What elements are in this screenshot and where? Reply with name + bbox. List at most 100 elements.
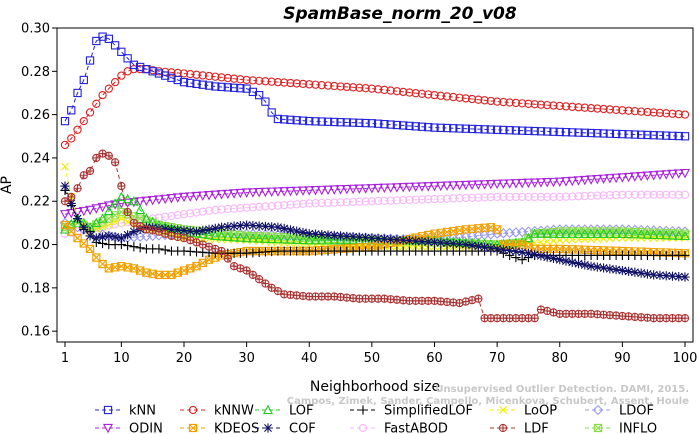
point-cof — [242, 220, 252, 230]
point-odin — [97, 202, 108, 213]
point-odin — [410, 182, 421, 193]
point-knnw — [192, 70, 201, 79]
point-cof — [173, 225, 183, 235]
point-knn — [430, 123, 439, 132]
point-knn — [179, 77, 189, 87]
point-fastabod — [167, 211, 176, 221]
point-knn — [79, 75, 88, 85]
point-ldf — [248, 270, 258, 280]
point-fastabod — [223, 204, 232, 214]
series-layer — [59, 32, 691, 323]
y-tick-label: 0.16 — [21, 325, 50, 340]
point-loop — [536, 238, 545, 247]
point-fastabod — [254, 202, 264, 212]
point-cof — [379, 234, 389, 244]
point-knnw — [586, 103, 596, 113]
legend-marker — [102, 423, 114, 434]
point-lof — [216, 231, 227, 241]
point-odin — [548, 177, 559, 188]
watermark-line-1: Unsupervised Outlier Detection. DAMI, 20… — [435, 384, 689, 395]
point-knnw — [674, 110, 683, 119]
point-lof — [573, 228, 584, 238]
point-knnw — [649, 108, 658, 117]
point-knn — [211, 82, 220, 91]
point-knn — [229, 83, 239, 92]
watermark-line-2: Campos, Zimek, Sander, Campello, Micenko… — [287, 396, 689, 407]
point-odin — [617, 173, 628, 183]
point-cof — [548, 253, 559, 264]
point-cof — [667, 271, 678, 281]
point-fastabod — [273, 201, 283, 210]
x-tick-label: 10 — [113, 351, 130, 366]
point-fastabod — [580, 191, 589, 201]
point-fastabod — [499, 192, 508, 202]
point-knnw — [555, 101, 564, 111]
point-odin — [391, 183, 402, 193]
point-fastabod — [417, 195, 427, 204]
point-cof — [423, 237, 433, 247]
point-odin — [504, 179, 515, 189]
legend-item-knnw: kNNW — [180, 404, 254, 419]
point-odin — [266, 187, 277, 197]
point-knnw — [117, 71, 126, 80]
point-fastabod — [561, 192, 571, 201]
legend: kNN kNNW LOF SimplifiedLOF LoOP LDOF ODIN KDEOS… — [95, 404, 657, 434]
point-knn — [355, 118, 364, 127]
point-knnw — [254, 76, 264, 85]
chart-title: SpamBase_norm_20_v08 — [283, 4, 517, 24]
point-knn — [637, 130, 646, 139]
x-axis-label: Neighborhood size — [310, 379, 440, 395]
point-cof — [79, 222, 89, 232]
point-lof — [542, 228, 553, 238]
point-odin — [210, 190, 221, 201]
point-fastabod — [649, 190, 658, 199]
point-knnw — [267, 77, 276, 86]
point-knnw — [574, 103, 583, 112]
point-knnw — [342, 82, 351, 92]
point-cof — [85, 231, 95, 241]
point-fastabod — [261, 202, 270, 211]
point-odin — [335, 185, 346, 195]
point-fastabod — [173, 210, 182, 220]
point-odin — [272, 187, 283, 197]
point-lof — [592, 228, 603, 238]
point-knn — [649, 131, 658, 140]
point-odin — [329, 185, 340, 195]
point-knn — [611, 129, 621, 139]
point-knnw — [480, 96, 489, 105]
point-ldf — [85, 166, 95, 176]
point-fastabod — [242, 203, 251, 212]
point-fastabod — [662, 190, 671, 199]
point-odin — [492, 179, 503, 190]
point-cof — [179, 225, 189, 236]
point-fastabod — [217, 205, 226, 214]
point-cof — [536, 251, 546, 261]
point-lof — [285, 234, 296, 244]
point-fastabod — [524, 192, 533, 202]
point-knn — [298, 116, 308, 125]
point-odin — [78, 206, 89, 217]
point-knnw — [73, 125, 82, 134]
point-odin — [611, 173, 622, 184]
point-odin — [141, 196, 152, 207]
point-knnw — [399, 87, 408, 97]
point-lof — [323, 234, 334, 245]
point-lof — [235, 232, 246, 242]
point-lof — [210, 230, 221, 241]
point-cof — [398, 235, 408, 245]
point-knnw — [530, 100, 539, 109]
point-loop — [618, 234, 627, 243]
legend-item-kdeos: KDEOS — [180, 422, 259, 434]
series-cof — [60, 181, 690, 282]
point-odin — [85, 205, 96, 216]
point-lof — [222, 231, 233, 241]
point-knnw — [461, 94, 470, 103]
point-odin — [604, 174, 615, 184]
x-tick-label: 1 — [61, 351, 69, 366]
point-fastabod — [486, 192, 496, 202]
point-knn — [586, 128, 596, 138]
point-fastabod — [399, 196, 408, 205]
point-knn — [292, 116, 301, 125]
point-cof — [642, 269, 653, 279]
point-odin — [297, 186, 308, 196]
